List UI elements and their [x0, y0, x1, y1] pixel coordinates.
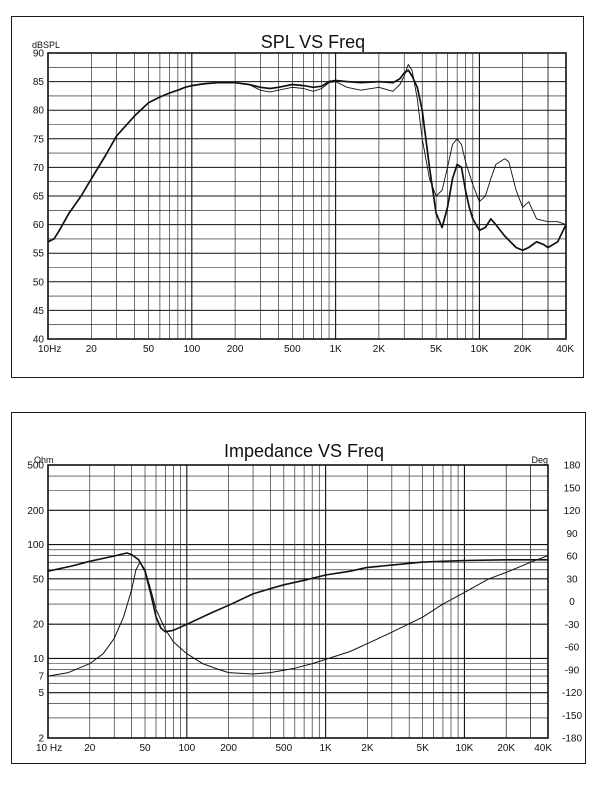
y2-tick-label: -180 [562, 734, 582, 745]
plot-frame [47, 52, 567, 340]
y-tick-label: 80 [33, 106, 45, 117]
y2-tick-label: 30 [566, 574, 578, 585]
x-tick-label: 5K [417, 743, 430, 754]
x-tick-label: 20K [514, 344, 532, 355]
y2-tick-label: 180 [564, 461, 581, 472]
x-tick-label: 1K [320, 743, 333, 754]
y2-tick-label: -60 [565, 643, 580, 654]
x-tick-label: 20 [84, 743, 96, 754]
x-tick-label: 40K [534, 743, 552, 754]
y-tick-label: 45 [33, 306, 45, 317]
x-tick-label: 20 [86, 344, 98, 355]
x-tick-label: 50 [139, 743, 151, 754]
y-axis-label: Ohm [34, 455, 54, 465]
y-tick-label: 500 [27, 461, 44, 472]
x-tick-label: 2K [361, 743, 374, 754]
x-tick-label: 20K [497, 743, 515, 754]
y-tick-label: 20 [33, 620, 45, 631]
x-tick-label: 200 [220, 743, 237, 754]
y-tick-label: 55 [33, 249, 45, 260]
x-tick-label: 10 Hz [36, 743, 62, 754]
chart-title: Impedance VS Freq [224, 441, 384, 461]
spl-chart: SPL VS Freq dBSPL 40 45 50 55 60 65 70 75 80 85 90 10… [32, 32, 574, 355]
y2-tick-label: 0 [569, 597, 575, 608]
y2-tick-label: -150 [562, 711, 582, 722]
y-tick-label: 50 [33, 277, 45, 288]
y2-tick-label: -90 [565, 665, 580, 676]
y-tick-label: 70 [33, 163, 45, 174]
y-tick-label: 2 [38, 734, 44, 745]
y-tick-label: 85 [33, 77, 45, 88]
x-tick-label: 500 [275, 743, 292, 754]
x-tick-label: 1K [329, 344, 342, 355]
x-tick-label: 100 [178, 743, 195, 754]
y2-tick-label: 60 [566, 552, 578, 563]
x-tick-label: 50 [143, 344, 155, 355]
spl-series-line-2 [47, 63, 567, 243]
y2-tick-label: 150 [564, 483, 581, 494]
y-tick-label: 7 [38, 672, 44, 683]
y-tick-label: 5 [38, 688, 44, 699]
y-tick-label: 90 [33, 49, 45, 60]
y2-tick-label: -30 [565, 620, 580, 631]
chart-title: SPL VS Freq [261, 32, 365, 52]
x-tick-label: 2K [373, 344, 386, 355]
y-tick-label: 200 [27, 506, 44, 517]
plot-frame [47, 464, 549, 739]
x-tick-label: 5K [430, 344, 443, 355]
x-tick-label: 100 [183, 344, 200, 355]
x-tick-label: 10K [471, 344, 489, 355]
y-tick-label: 50 [33, 574, 45, 585]
y2-tick-label: 90 [566, 529, 578, 540]
y-tick-label: 10 [33, 654, 45, 665]
x-tick-label: 10K [456, 743, 474, 754]
y2-tick-label: 120 [564, 506, 581, 517]
y-tick-label: 75 [33, 134, 45, 145]
impedance-series-line [47, 555, 549, 677]
x-tick-label: 40K [556, 344, 574, 355]
y-axis-label: dBSPL [32, 40, 60, 50]
spl-chart-panel: SPL VS Freq dBSPL 40 45 50 55 60 65 70 75 80 85 90 10… [11, 16, 584, 378]
y-tick-label: 60 [33, 220, 45, 231]
y-tick-label: 100 [27, 540, 44, 551]
y-tick-label: 40 [33, 335, 45, 346]
impedance-chart-panel: Impedance VS Freq Ohm Deg 2 5 7 10 20 50 100 200 50… [11, 412, 586, 764]
x-tick-label: 500 [284, 344, 301, 355]
y2-axis-label: Deg [531, 455, 548, 465]
y-tick-label: 65 [33, 192, 45, 203]
x-tick-label: 200 [227, 344, 244, 355]
spl-series-line-1 [47, 69, 567, 252]
x-tick-label: 10Hz [38, 344, 61, 355]
phase-series-line [47, 552, 548, 633]
y2-tick-label: -120 [562, 688, 582, 699]
